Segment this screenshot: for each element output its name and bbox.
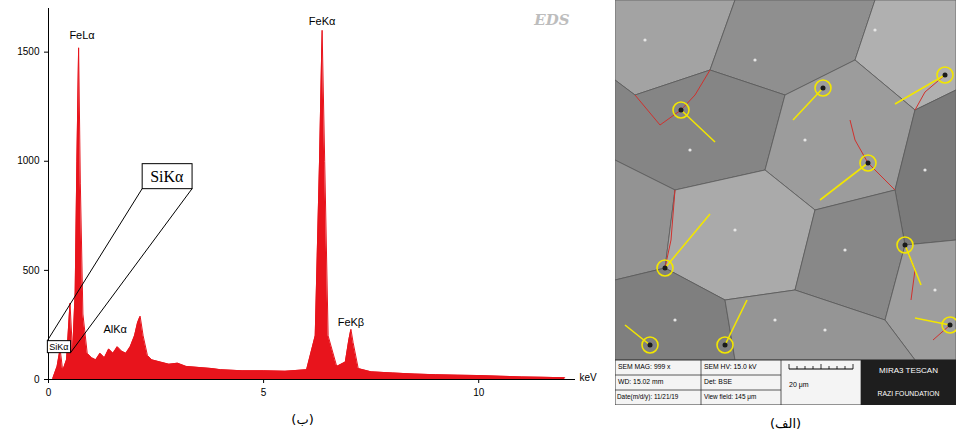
svg-text:keV: keV	[580, 372, 598, 383]
svg-text:SEM MAG: 999 x: SEM MAG: 999 x	[618, 363, 671, 370]
svg-text:0: 0	[46, 387, 52, 398]
svg-text:0: 0	[34, 374, 40, 385]
html-text:(ب): (ب)	[291, 412, 314, 427]
svg-text:5: 5	[261, 387, 267, 398]
svg-text:FeKβ: FeKβ	[338, 316, 365, 328]
svg-text:MIRA3 TESCAN: MIRA3 TESCAN	[879, 366, 938, 375]
svg-text:Date(m/d/y): 11/21/19: Date(m/d/y): 11/21/19	[617, 393, 679, 401]
svg-text:20 μm: 20 μm	[789, 381, 809, 389]
html-text:(الف): (الف)	[769, 416, 802, 431]
svg-text:10: 10	[473, 387, 485, 398]
svg-text:FeLα: FeLα	[69, 29, 95, 41]
svg-text:EDS: EDS	[533, 11, 569, 29]
svg-text:500: 500	[23, 265, 40, 276]
svg-text:SiKα: SiKα	[49, 342, 68, 352]
svg-text:View field: 145 μm: View field: 145 μm	[704, 393, 756, 401]
svg-text:RAZI FOUNDATION: RAZI FOUNDATION	[878, 390, 940, 397]
svg-text:SiKα: SiKα	[150, 168, 184, 185]
svg-text:WD: 15.02 mm: WD: 15.02 mm	[618, 378, 664, 385]
svg-text:Det: BSE: Det: BSE	[704, 378, 732, 385]
svg-text:1500: 1500	[17, 46, 40, 57]
svg-text:SEM HV: 15.0 kV: SEM HV: 15.0 kV	[704, 363, 757, 370]
svg-text:AlKα: AlKα	[103, 323, 127, 335]
svg-text:FeKα: FeKα	[309, 15, 336, 27]
svg-text:1000: 1000	[17, 155, 40, 166]
